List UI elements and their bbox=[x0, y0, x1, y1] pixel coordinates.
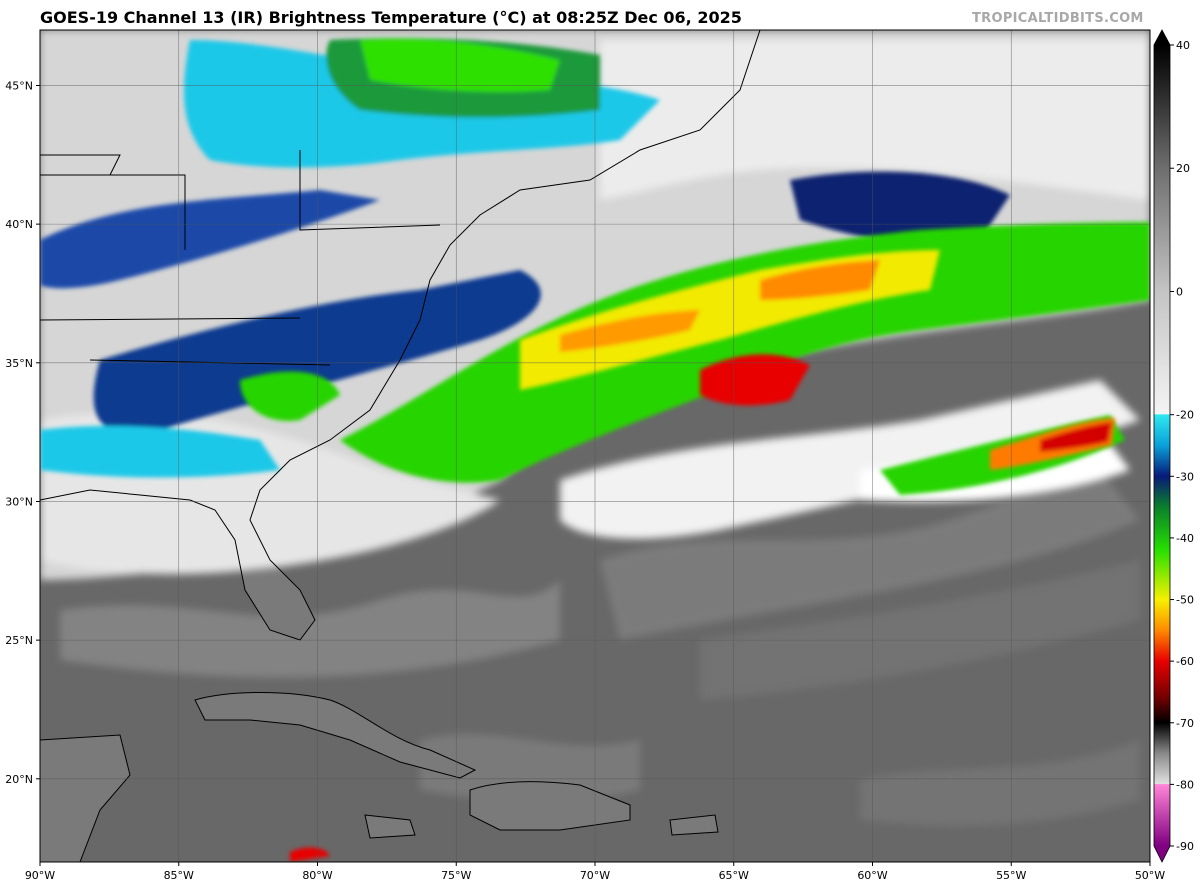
colorbar-tick-label: -50 bbox=[1176, 594, 1194, 607]
longitude-ticks: 90°W 85°W 80°W 75°W 70°W 65°W 60°W 55°W 50°W bbox=[25, 862, 1165, 882]
colorbar-tick-label: 20 bbox=[1176, 162, 1190, 175]
colorbar-bar bbox=[1153, 29, 1171, 863]
lon-tick-label: 55°W bbox=[996, 869, 1026, 882]
map-title: GOES-19 Channel 13 (IR) Brightness Tempe… bbox=[40, 8, 742, 27]
colorbar-tick-label: -20 bbox=[1176, 409, 1194, 422]
lat-tick-label: 20°N bbox=[5, 773, 33, 786]
lon-tick-label: 50°W bbox=[1135, 869, 1165, 882]
lon-tick-label: 75°W bbox=[441, 869, 471, 882]
lat-tick-label: 35°N bbox=[5, 357, 33, 370]
colorbar-tick-label: -90 bbox=[1176, 840, 1194, 853]
lon-tick-label: 85°W bbox=[164, 869, 194, 882]
colorbar-tick-label: -30 bbox=[1176, 470, 1194, 483]
colorbar-tick-label: 0 bbox=[1176, 285, 1183, 298]
lat-tick-label: 40°N bbox=[5, 218, 33, 231]
lat-tick-label: 25°N bbox=[5, 634, 33, 647]
lon-tick-label: 60°W bbox=[857, 869, 887, 882]
colorbar-tick-label: 40 bbox=[1176, 39, 1190, 52]
colorbar-tick-label: -80 bbox=[1176, 778, 1194, 791]
lon-tick-label: 80°W bbox=[302, 869, 332, 882]
tropical-cloud-texture bbox=[60, 470, 1140, 826]
colorbar-tick-label: -40 bbox=[1176, 532, 1194, 545]
credit-watermark: TROPICALTIDBITS.COM bbox=[972, 11, 1144, 26]
lon-tick-label: 90°W bbox=[25, 869, 55, 882]
latitude-ticks: 45°N 40°N 35°N 30°N 25°N 20°N bbox=[5, 79, 40, 786]
colorbar-tick-label: -70 bbox=[1176, 717, 1194, 730]
lon-tick-label: 70°W bbox=[580, 869, 610, 882]
cloud-band-cold-cores bbox=[290, 250, 1115, 862]
cold-cloud-tops bbox=[40, 38, 1010, 478]
colorbar-tick-label: -60 bbox=[1176, 655, 1194, 668]
gridlines bbox=[40, 30, 1150, 862]
lat-tick-label: 45°N bbox=[5, 79, 33, 92]
imagery-layer bbox=[40, 30, 1150, 862]
lat-tick-label: 30°N bbox=[5, 495, 33, 508]
lon-tick-label: 65°W bbox=[719, 869, 749, 882]
colorbar-ticks: 40 20 0 -20 -30 -40 -50 -60 -70 -80 -90 bbox=[1170, 39, 1194, 853]
colorbar: 40 20 0 -20 -30 -40 -50 -60 -70 -80 -90 bbox=[1153, 29, 1194, 863]
